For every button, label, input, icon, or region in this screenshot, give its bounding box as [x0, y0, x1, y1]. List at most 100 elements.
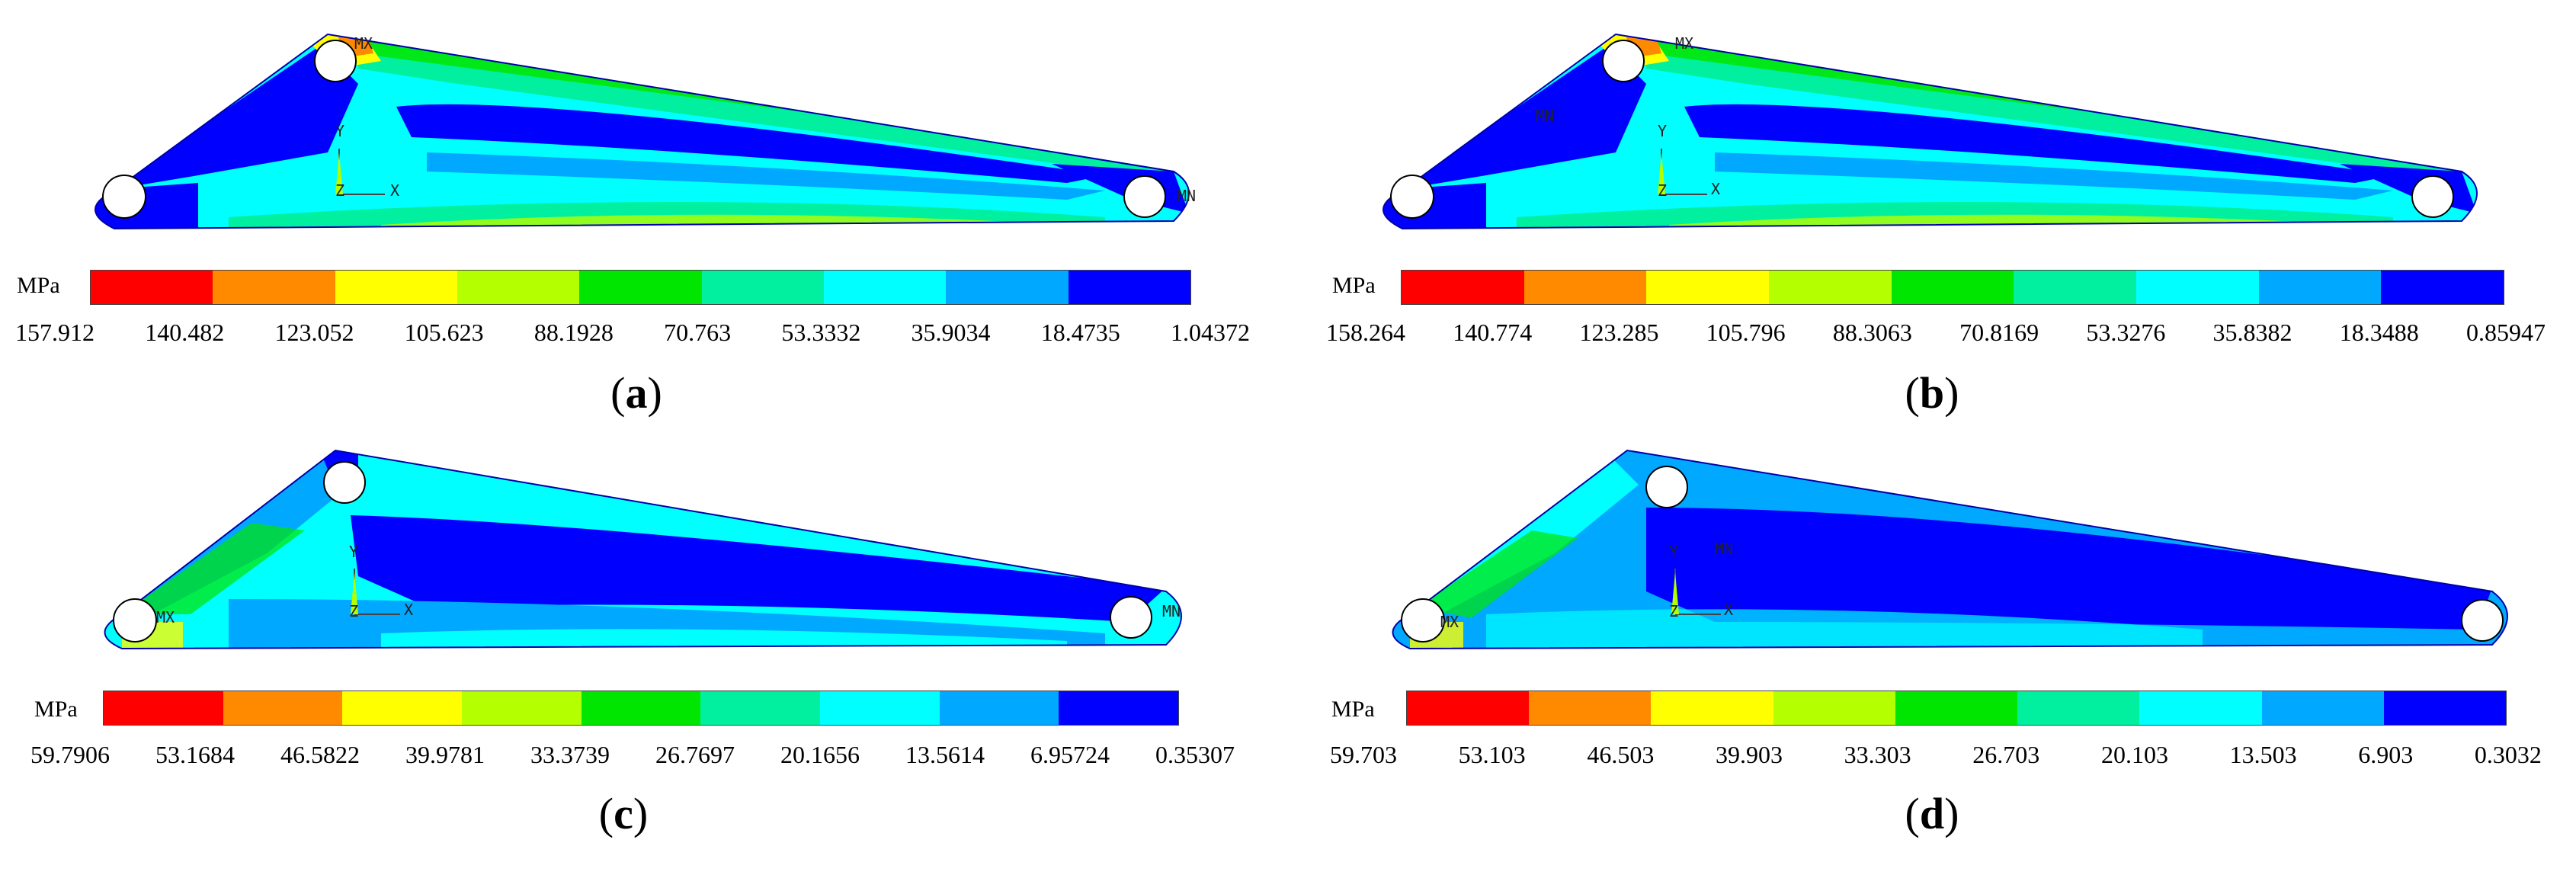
legend-swatch-5 — [1891, 271, 2014, 304]
pin-hole-left — [113, 598, 157, 642]
legend-swatch-7 — [823, 271, 947, 304]
legend-tick-label: 1.04372 — [1170, 319, 1250, 346]
legend-tick-label: 0.3032 — [2474, 741, 2542, 768]
legend-swatch-6 — [2017, 691, 2140, 725]
legend-swatch-8 — [939, 691, 1059, 725]
legend-tick-label: 6.95724 — [1030, 741, 1110, 768]
unit-label: MPa — [1331, 697, 1375, 722]
legend-swatch-5 — [579, 271, 702, 304]
panel-caption: (b) — [1905, 368, 1959, 418]
axis-z-label: Z — [1658, 181, 1668, 200]
legend-tick-label: 0.85947 — [2465, 319, 2546, 346]
min-marker: MN — [1162, 602, 1181, 620]
max-marker: MX — [156, 608, 175, 626]
min-marker: MN — [1536, 107, 1555, 125]
axis-y-label: Y — [335, 122, 345, 140]
legend-swatch-5 — [1895, 691, 2018, 725]
legend-tick-labels: 157.912 140.482 123.052 105.623 88.1928 70.76… — [15, 319, 1250, 347]
legend-tick-label: 70.763 — [664, 319, 732, 346]
pin-hole-left — [1401, 598, 1445, 642]
legend-tick-label: 123.285 — [1579, 319, 1659, 346]
legend-tick-label: 35.8382 — [2212, 319, 2292, 346]
color-legend-bar — [103, 691, 1179, 726]
legend-tick-label: 20.1656 — [780, 741, 860, 768]
legend-swatch-1 — [1402, 271, 1524, 304]
legend-swatch-5 — [581, 691, 701, 725]
legend-swatch-2 — [1523, 271, 1647, 304]
legend-swatch-3 — [1651, 691, 1773, 725]
legend-tick-label: 59.7906 — [30, 741, 110, 768]
legend-swatch-9 — [1059, 691, 1179, 725]
legend-tick-label: 18.3488 — [2339, 319, 2419, 346]
axis-z-label: Z — [1669, 602, 1679, 620]
legend-swatch-8 — [2261, 691, 2384, 725]
legend-swatch-4 — [457, 271, 580, 304]
legend-tick-label: 33.3739 — [530, 741, 610, 768]
pin-hole-top — [314, 40, 357, 82]
legend-tick-label: 53.3332 — [781, 319, 861, 346]
legend-tick-label: 105.796 — [1706, 319, 1786, 346]
legend-swatch-2 — [213, 271, 335, 304]
legend-tick-labels: 158.264 140.774 123.285 105.796 88.3063 70.81… — [1326, 319, 2546, 347]
panel-caption: (d) — [1905, 789, 1959, 838]
stress-contour-plot-b — [1383, 33, 2478, 230]
legend-tick-label: 13.503 — [2229, 741, 2297, 768]
legend-swatch-7 — [2139, 691, 2262, 725]
max-marker: MX — [1440, 613, 1459, 631]
max-marker: MX — [354, 34, 373, 53]
legend-swatch-6 — [2014, 271, 2137, 304]
legend-tick-label: 33.303 — [1844, 741, 1911, 768]
legend-tick-labels: 59.7906 53.1684 46.5822 39.9781 33.3739 26.76… — [30, 741, 1235, 769]
max-marker: MX — [1675, 34, 1694, 53]
legend-swatch-9 — [1068, 271, 1190, 304]
legend-tick-label: 46.503 — [1587, 741, 1655, 768]
legend-tick-label: 53.1684 — [155, 741, 235, 768]
panel-b: Y X Z MX MN MPa 158.264 140.774 123.285 105… — [1288, 0, 2576, 439]
panel-a: Y X Z MX MN MPa 157.912 140.482 123.052 105… — [0, 0, 1288, 439]
legend-tick-label: 140.774 — [1453, 319, 1533, 346]
axis-z-label: Z — [349, 602, 359, 620]
legend-swatch-1 — [104, 691, 223, 725]
pin-hole-right — [2411, 175, 2454, 218]
axis-y-label: Y — [349, 543, 359, 561]
legend-swatch-3 — [1646, 271, 1770, 304]
color-legend-bar — [1401, 270, 2504, 305]
legend-swatch-3 — [335, 271, 457, 304]
legend-tick-label: 18.4735 — [1040, 319, 1120, 346]
color-legend-bar — [1406, 691, 2507, 726]
pin-hole-left — [1390, 175, 1434, 219]
pin-hole-top — [1602, 40, 1645, 82]
legend-swatch-1 — [1407, 691, 1530, 725]
legend-swatch-4 — [1769, 271, 1892, 304]
legend-tick-label: 35.9034 — [911, 319, 991, 346]
legend-swatch-1 — [91, 271, 213, 304]
legend-swatch-4 — [462, 691, 582, 725]
legend-tick-labels: 59.703 53.103 46.503 39.903 33.303 26.703 20.1… — [1330, 741, 2542, 769]
legend-tick-label: 53.103 — [1458, 741, 1526, 768]
legend-swatch-3 — [342, 691, 463, 725]
axis-x-label: X — [1711, 180, 1721, 198]
min-marker: MN — [1715, 540, 1734, 558]
pin-hole-right — [2461, 599, 2504, 642]
panel-c: Y X Z MX MN MPa 59.7906 53.1684 46.5822 39.… — [0, 439, 1288, 878]
legend-tick-label: 157.912 — [15, 319, 95, 346]
pin-hole-top — [323, 461, 366, 504]
legend-swatch-6 — [701, 271, 824, 304]
legend-swatch-2 — [223, 691, 343, 725]
legend-swatch-2 — [1529, 691, 1652, 725]
legend-swatch-8 — [2258, 271, 2382, 304]
pin-hole-right — [1110, 596, 1152, 639]
color-legend-bar — [90, 270, 1191, 305]
legend-swatch-6 — [700, 691, 821, 725]
pin-hole-top — [1645, 466, 1688, 508]
legend-tick-label: 140.482 — [145, 319, 225, 346]
pin-hole-right — [1123, 175, 1166, 218]
stress-contour-plot-d — [1392, 449, 2508, 650]
axis-y-label: Y — [1669, 543, 1679, 561]
panel-caption: (c) — [598, 789, 649, 838]
legend-tick-label: 26.703 — [1972, 741, 2040, 768]
legend-swatch-8 — [946, 271, 1069, 304]
axis-x-label: X — [1724, 601, 1734, 619]
legend-tick-label: 6.903 — [2358, 741, 2414, 768]
legend-swatch-4 — [1773, 691, 1895, 725]
